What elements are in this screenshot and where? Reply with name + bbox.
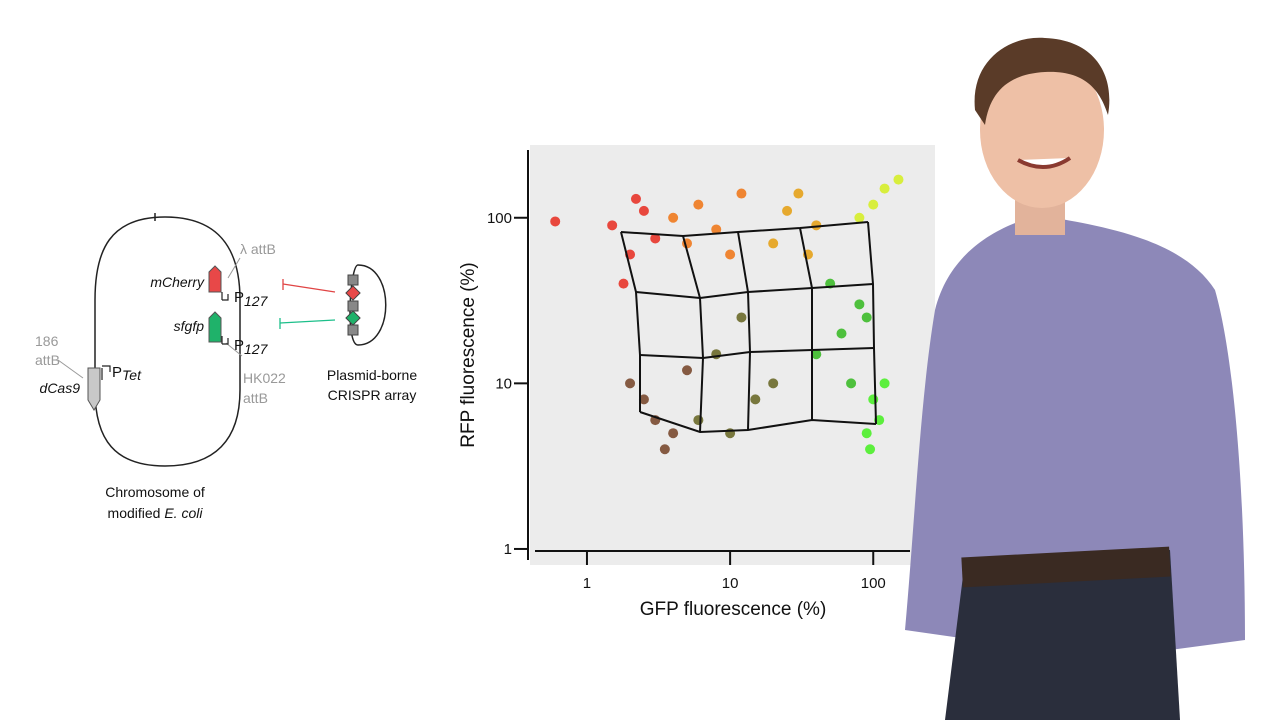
label: P127 <box>234 337 269 357</box>
point <box>682 365 693 376</box>
point <box>793 188 804 199</box>
point <box>668 428 679 439</box>
point <box>638 394 649 405</box>
face <box>980 52 1104 208</box>
point <box>607 220 618 231</box>
point <box>638 205 649 216</box>
inhibition <box>282 283 336 293</box>
point <box>879 183 890 194</box>
spacer <box>345 285 361 301</box>
y-axis-title: RFP fluorescence (%) <box>458 262 479 448</box>
point <box>711 224 722 235</box>
label: 127 <box>244 293 269 309</box>
x-axis-title: GFP fluorescence (%) <box>640 599 827 620</box>
hair <box>974 37 1110 125</box>
trousers <box>945 550 1180 720</box>
x-tick-label: 100 <box>861 575 886 592</box>
point <box>861 428 872 439</box>
spacer <box>345 310 361 326</box>
point <box>725 249 736 260</box>
pointer <box>225 342 243 357</box>
label: P <box>112 364 122 381</box>
shirt <box>905 215 1245 650</box>
pointer <box>227 257 241 279</box>
repeat <box>347 324 359 336</box>
y-tick-label: 10 <box>495 375 512 392</box>
label: attB <box>243 390 268 406</box>
y-tick-label: 1 <box>504 541 512 558</box>
label: Plasmid-borne <box>327 367 417 383</box>
pointer <box>57 359 84 379</box>
dcas9-gene <box>87 367 101 411</box>
point <box>736 312 747 323</box>
y-tick-label: 100 <box>487 210 512 227</box>
label: E. coli <box>164 505 203 521</box>
crispr-array <box>345 274 361 336</box>
label: sfgfp <box>174 318 205 334</box>
x-tick-label: 10 <box>722 575 739 592</box>
repeat <box>347 300 359 312</box>
point <box>550 216 561 227</box>
label: λ attB <box>240 241 276 257</box>
label: P <box>234 337 244 354</box>
point <box>836 328 847 339</box>
chromosome-diagram <box>57 213 387 467</box>
promoter-arrow <box>101 365 111 380</box>
point <box>618 278 629 289</box>
label: P127 <box>234 289 269 309</box>
label: CRISPR array <box>328 387 417 403</box>
mesh <box>620 221 877 434</box>
point <box>861 312 872 323</box>
promoter-arrow <box>221 336 229 345</box>
label: attB <box>35 352 60 368</box>
point <box>625 378 636 389</box>
point <box>868 199 879 210</box>
point <box>768 378 779 389</box>
inhibition <box>279 319 336 324</box>
presenter <box>905 37 1245 720</box>
chromosome-loop <box>94 216 241 467</box>
diagram-labels: 186 attB dCas9 PTet mCherry λ attB P127 … <box>35 241 417 521</box>
sfgfp-gene <box>208 311 222 343</box>
repeat <box>347 274 359 286</box>
point <box>693 415 704 426</box>
point <box>811 220 822 231</box>
label: 186 <box>35 333 59 349</box>
label: P <box>234 289 244 306</box>
point <box>768 238 779 249</box>
promoter-arrow <box>221 292 229 301</box>
point <box>668 212 679 223</box>
label: PTet <box>112 364 142 383</box>
label: dCas9 <box>40 380 81 396</box>
mcherry-gene <box>208 265 222 293</box>
label: HK022 <box>243 370 286 386</box>
point <box>854 212 865 223</box>
point <box>782 205 793 216</box>
belt <box>961 546 1171 588</box>
point <box>846 378 857 389</box>
point <box>630 193 641 204</box>
point <box>736 188 747 199</box>
point <box>865 444 876 455</box>
point <box>868 394 879 405</box>
point <box>893 174 904 185</box>
point <box>811 349 822 360</box>
point <box>650 233 661 244</box>
label: modified E. coli <box>108 505 204 521</box>
point <box>693 199 704 210</box>
x-tick-label: 1 <box>583 575 591 592</box>
label: Chromosome of <box>105 484 205 500</box>
label: Tet <box>122 367 142 383</box>
label: mCherry <box>150 274 205 290</box>
point <box>854 299 865 310</box>
point <box>750 394 761 405</box>
point <box>659 444 670 455</box>
smile <box>1017 156 1072 169</box>
point <box>879 378 890 389</box>
label: modified <box>108 505 165 521</box>
plasmid-loop <box>349 264 387 346</box>
label: 127 <box>244 341 269 357</box>
